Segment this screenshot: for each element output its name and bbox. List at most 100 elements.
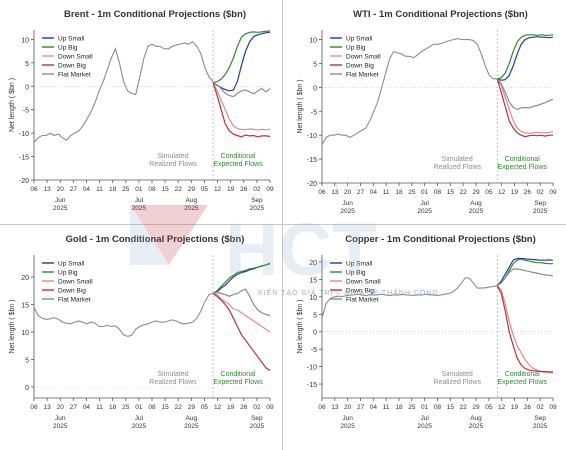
series-line-down-small — [212, 292, 271, 333]
x-tick-label: 25 — [408, 404, 416, 411]
chart-panel-brent: Brent - 1m Conditional Projections ($bn)… — [0, 0, 283, 225]
x-tick-label: 04 — [370, 404, 378, 411]
y-tick-label: -15 — [307, 157, 317, 164]
realized-line — [33, 292, 214, 337]
realized-line — [321, 38, 498, 146]
x-tick-label: 26 — [240, 404, 248, 411]
x-month-label: Jun — [342, 415, 353, 422]
x-tick-label: 12 — [498, 404, 506, 411]
annotation-conditional: Conditional — [221, 153, 256, 160]
y-tick-label: 0 — [25, 84, 29, 91]
x-month-label: Jun — [342, 200, 353, 207]
x-tick-label: 08 — [434, 404, 442, 411]
x-month-label: Jun — [55, 415, 66, 422]
legend-label: Up Big — [346, 45, 366, 52]
x-tick-label: 13 — [43, 186, 51, 193]
legend-label: Down Big — [58, 288, 86, 295]
series-line-up-big — [212, 263, 271, 295]
x-tick-label: 27 — [70, 404, 78, 411]
series-line-down-small — [212, 82, 271, 131]
y-tick-label: -5 — [311, 109, 317, 116]
x-tick-label: 26 — [524, 404, 532, 411]
annotation-realized: Realized Flows — [149, 379, 197, 386]
x-month-label: Sep — [251, 197, 263, 204]
x-tick-label: 15 — [161, 404, 169, 411]
series-line-down-small — [496, 285, 554, 374]
chart-gold: Gold - 1m Conditional Projections ($bn) 2… — [9, 234, 274, 430]
x-tick-label: 05 — [201, 404, 209, 411]
x-tick-label: 06 — [318, 404, 326, 411]
x-tick-label: 18 — [395, 189, 403, 196]
legend-label: Down Small — [346, 279, 381, 286]
legend-label: Up Big — [58, 45, 78, 52]
series-line-flat-market — [212, 288, 271, 317]
y-tick-label: 15 — [309, 277, 317, 284]
x-tick-label: 08 — [434, 189, 442, 196]
x-tick-label: 25 — [408, 189, 416, 196]
y-axis-label: Net length ( $bn ) — [297, 79, 304, 133]
y-tick-label: 5 — [25, 358, 29, 365]
x-month-label: Aug — [186, 415, 198, 422]
x-tick-label: 19 — [227, 404, 235, 411]
x-month-label: 2025 — [53, 205, 68, 212]
x-month-label: 2025 — [417, 423, 432, 430]
chart-panel-wti: WTI - 1m Conditional Projections ($bn) 10… — [283, 0, 566, 225]
chart-title: Copper - 1m Conditional Projections ($bn… — [345, 234, 536, 245]
x-tick-label: 22 — [460, 189, 468, 196]
annotation-conditional: Conditional — [505, 156, 540, 163]
legend-label: Down Small — [346, 54, 381, 61]
series-line-down-big — [212, 293, 271, 372]
x-tick-label: 01 — [135, 186, 143, 193]
chart-wti: WTI - 1m Conditional Projections ($bn) 10… — [297, 9, 557, 215]
y-axis-label: Net length ( $bn ) — [9, 299, 16, 353]
x-month-label: Aug — [470, 200, 482, 207]
x-tick-label: 18 — [395, 404, 403, 411]
x-tick-label: 09 — [266, 404, 274, 411]
x-month-label: Jul — [135, 197, 144, 204]
x-month-label: Sep — [534, 415, 546, 422]
x-tick-label: 22 — [460, 404, 468, 411]
x-tick-label: 29 — [188, 186, 196, 193]
y-tick-label: 20 — [309, 260, 317, 267]
legend-label: Up Small — [58, 261, 85, 268]
series-line-up-small — [496, 257, 554, 287]
x-tick-label: 02 — [253, 186, 261, 193]
x-tick-label: 19 — [511, 404, 519, 411]
series-line-up-big — [212, 30, 271, 84]
x-tick-label: 08 — [148, 186, 156, 193]
x-month-label: 2025 — [469, 423, 484, 430]
x-tick-label: 01 — [421, 404, 429, 411]
y-tick-label: 10 — [21, 330, 29, 337]
y-tick-label: -10 — [19, 131, 29, 138]
x-tick-label: 11 — [96, 186, 103, 193]
series-line-up-big — [497, 34, 554, 80]
x-month-label: Jul — [421, 415, 430, 422]
x-tick-label: 01 — [421, 189, 429, 196]
legend-label: Up Big — [58, 270, 78, 277]
chart-copper: Copper - 1m Conditional Projections ($bn… — [297, 234, 557, 430]
x-tick-label: 12 — [214, 186, 222, 193]
x-tick-label: 11 — [383, 404, 390, 411]
x-tick-label: 06 — [318, 189, 326, 196]
watermark-tagline: KIẾN TẠO GIÁ TRỊ – CHIA SẺ THÀNH CÔNG — [258, 290, 439, 297]
annotation-realized: Realized Flows — [434, 164, 482, 171]
x-tick-label: 13 — [331, 189, 339, 196]
legend-label: Flat Market — [346, 297, 379, 304]
annotation-conditional: Expected Flows — [498, 379, 548, 386]
x-tick-label: 05 — [201, 186, 209, 193]
vertical-divider — [282, 0, 283, 450]
y-tick-label: -15 — [307, 382, 317, 389]
x-tick-label: 20 — [344, 404, 352, 411]
annotation-conditional: Expected Flows — [498, 164, 548, 171]
y-tick-label: 0 — [313, 330, 317, 337]
legend-label: Down Small — [58, 54, 93, 61]
series-line-flat-market — [496, 78, 554, 111]
x-tick-label: 04 — [370, 189, 378, 196]
y-tick-label: -5 — [311, 347, 317, 354]
series-line-flat-market — [496, 268, 554, 287]
x-month-label: 2025 — [340, 208, 355, 215]
annotation-realized: Realized Flows — [434, 379, 482, 386]
x-tick-label: 08 — [148, 404, 156, 411]
legend-label: Flat Market — [58, 72, 91, 79]
